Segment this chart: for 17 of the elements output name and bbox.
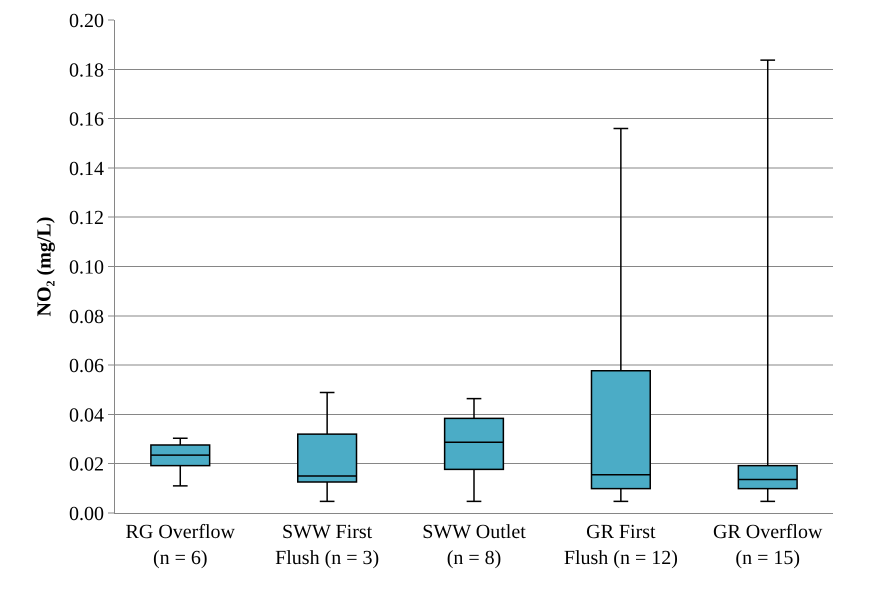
y-tick-label: 0.08 (69, 306, 104, 328)
y-axis-title: NO₂ (mg/L) (34, 216, 56, 316)
y-tick-label: 0.20 (69, 10, 104, 32)
y-tick-label: 0.06 (69, 355, 104, 378)
y-tick-label: 0.12 (69, 207, 104, 230)
x-tick-label: SWW First Flush (n = 3) (275, 521, 380, 569)
x-tick-label: GR First Flush (n = 12) (564, 521, 678, 569)
x-tick-label: GR Overflow (n = 15) (713, 521, 823, 569)
y-tick-label: 0.04 (69, 404, 104, 426)
x-tick-label: SWW Outlet (n = 8) (422, 521, 526, 569)
x-tick-label: RG Overflow (n = 6) (126, 521, 236, 569)
y-tick-label: 0.00 (69, 503, 104, 525)
y-tick-label: 0.02 (69, 454, 104, 476)
y-tick-label: 0.14 (69, 158, 104, 180)
y-tick-label: 0.10 (69, 256, 104, 278)
y-tick-label: 0.18 (69, 59, 104, 82)
y-tick-label: 0.16 (69, 108, 104, 131)
